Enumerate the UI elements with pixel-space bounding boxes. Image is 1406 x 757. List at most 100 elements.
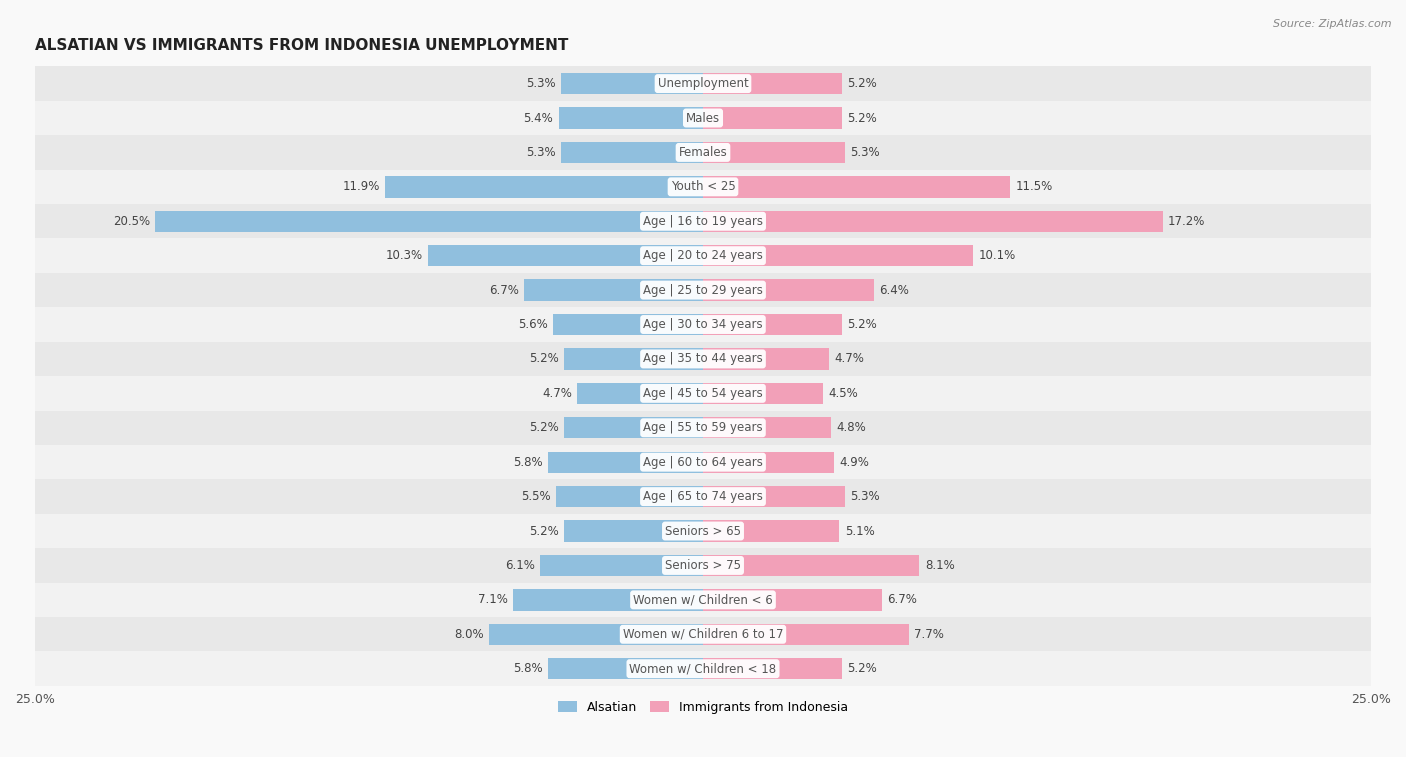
Bar [564, 348, 703, 369]
Text: 5.2%: 5.2% [848, 77, 877, 90]
Text: 5.2%: 5.2% [529, 525, 558, 537]
Bar [703, 658, 842, 679]
Bar [703, 107, 842, 129]
Text: 5.3%: 5.3% [526, 146, 555, 159]
Text: Unemployment: Unemployment [658, 77, 748, 90]
Bar [703, 176, 1011, 198]
Text: Source: ZipAtlas.com: Source: ZipAtlas.com [1274, 19, 1392, 29]
Text: 4.7%: 4.7% [543, 387, 572, 400]
Bar [703, 314, 842, 335]
Text: 8.0%: 8.0% [454, 628, 484, 640]
Bar [703, 555, 920, 576]
Text: 5.8%: 5.8% [513, 456, 543, 469]
Bar [578, 383, 703, 404]
Bar [703, 589, 882, 611]
Bar [703, 417, 831, 438]
Text: 7.7%: 7.7% [914, 628, 943, 640]
Text: Age | 30 to 34 years: Age | 30 to 34 years [643, 318, 763, 331]
Text: 4.5%: 4.5% [828, 387, 858, 400]
Text: 11.9%: 11.9% [342, 180, 380, 193]
Bar [703, 245, 973, 266]
Bar [540, 555, 703, 576]
Bar [35, 341, 1371, 376]
Text: Females: Females [679, 146, 727, 159]
Text: 5.5%: 5.5% [522, 490, 551, 503]
Text: 11.5%: 11.5% [1015, 180, 1053, 193]
Text: 5.2%: 5.2% [848, 111, 877, 124]
Bar [548, 451, 703, 473]
Text: Women w/ Children < 6: Women w/ Children < 6 [633, 593, 773, 606]
Bar [703, 383, 824, 404]
Bar [561, 73, 703, 95]
Bar [35, 67, 1371, 101]
Bar [555, 486, 703, 507]
Text: Women w/ Children < 18: Women w/ Children < 18 [630, 662, 776, 675]
Text: 5.2%: 5.2% [529, 422, 558, 435]
Legend: Alsatian, Immigrants from Indonesia: Alsatian, Immigrants from Indonesia [558, 701, 848, 714]
Text: 6.7%: 6.7% [489, 284, 519, 297]
Text: 6.1%: 6.1% [505, 559, 534, 572]
Bar [35, 410, 1371, 445]
Text: Age | 16 to 19 years: Age | 16 to 19 years [643, 215, 763, 228]
Bar [35, 273, 1371, 307]
Bar [703, 142, 845, 163]
Text: Seniors > 75: Seniors > 75 [665, 559, 741, 572]
Text: 7.1%: 7.1% [478, 593, 508, 606]
Text: 5.2%: 5.2% [529, 353, 558, 366]
Text: Age | 65 to 74 years: Age | 65 to 74 years [643, 490, 763, 503]
Text: 5.3%: 5.3% [851, 146, 880, 159]
Text: 17.2%: 17.2% [1168, 215, 1205, 228]
Bar [524, 279, 703, 301]
Text: 5.4%: 5.4% [523, 111, 554, 124]
Text: 5.6%: 5.6% [519, 318, 548, 331]
Bar [703, 279, 875, 301]
Text: Seniors > 65: Seniors > 65 [665, 525, 741, 537]
Bar [35, 170, 1371, 204]
Text: Males: Males [686, 111, 720, 124]
Text: 5.8%: 5.8% [513, 662, 543, 675]
Bar [513, 589, 703, 611]
Text: Age | 45 to 54 years: Age | 45 to 54 years [643, 387, 763, 400]
Bar [35, 307, 1371, 341]
Text: 5.2%: 5.2% [848, 318, 877, 331]
Bar [558, 107, 703, 129]
Bar [35, 548, 1371, 583]
Bar [35, 445, 1371, 479]
Bar [548, 658, 703, 679]
Text: 4.8%: 4.8% [837, 422, 866, 435]
Bar [561, 142, 703, 163]
Bar [35, 514, 1371, 548]
Text: 5.1%: 5.1% [845, 525, 875, 537]
Text: 6.4%: 6.4% [879, 284, 910, 297]
Text: 4.7%: 4.7% [834, 353, 863, 366]
Bar [489, 624, 703, 645]
Text: 5.3%: 5.3% [526, 77, 555, 90]
Bar [35, 479, 1371, 514]
Text: Age | 25 to 29 years: Age | 25 to 29 years [643, 284, 763, 297]
Bar [35, 238, 1371, 273]
Bar [703, 210, 1163, 232]
Bar [427, 245, 703, 266]
Bar [703, 624, 908, 645]
Bar [385, 176, 703, 198]
Bar [564, 417, 703, 438]
Bar [155, 210, 703, 232]
Text: Age | 20 to 24 years: Age | 20 to 24 years [643, 249, 763, 262]
Bar [35, 101, 1371, 136]
Bar [35, 204, 1371, 238]
Text: 20.5%: 20.5% [112, 215, 150, 228]
Text: 5.3%: 5.3% [851, 490, 880, 503]
Text: 6.7%: 6.7% [887, 593, 917, 606]
Bar [703, 486, 845, 507]
Bar [703, 73, 842, 95]
Bar [554, 314, 703, 335]
Text: Age | 55 to 59 years: Age | 55 to 59 years [643, 422, 763, 435]
Text: ALSATIAN VS IMMIGRANTS FROM INDONESIA UNEMPLOYMENT: ALSATIAN VS IMMIGRANTS FROM INDONESIA UN… [35, 38, 568, 53]
Bar [35, 583, 1371, 617]
Text: 10.3%: 10.3% [385, 249, 422, 262]
Bar [703, 520, 839, 542]
Text: 8.1%: 8.1% [925, 559, 955, 572]
Text: Youth < 25: Youth < 25 [671, 180, 735, 193]
Text: 4.9%: 4.9% [839, 456, 869, 469]
Bar [703, 348, 828, 369]
